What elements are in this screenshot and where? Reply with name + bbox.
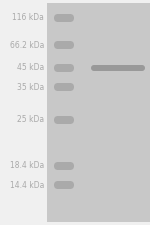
Text: 116 kDa: 116 kDa [12, 14, 44, 22]
FancyBboxPatch shape [54, 83, 74, 91]
Bar [47, 3, 150, 222]
Text: 25 kDa: 25 kDa [17, 115, 44, 124]
Text: 35 kDa: 35 kDa [17, 83, 44, 92]
FancyBboxPatch shape [54, 14, 74, 22]
Text: 45 kDa: 45 kDa [17, 63, 44, 72]
FancyBboxPatch shape [54, 41, 74, 49]
FancyBboxPatch shape [91, 65, 145, 71]
FancyBboxPatch shape [54, 116, 74, 124]
Text: 14.4 kDa: 14.4 kDa [10, 180, 44, 189]
FancyBboxPatch shape [54, 181, 74, 189]
FancyBboxPatch shape [54, 64, 74, 72]
Text: 18.4 kDa: 18.4 kDa [10, 162, 44, 171]
FancyBboxPatch shape [54, 162, 74, 170]
Text: 66.2 kDa: 66.2 kDa [10, 40, 44, 50]
